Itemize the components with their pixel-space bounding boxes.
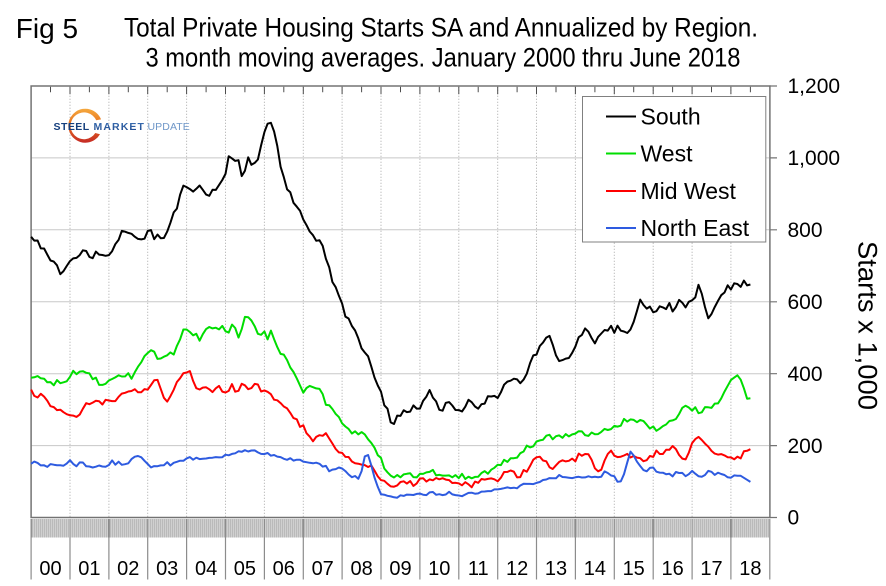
- svg-text:08: 08: [350, 558, 372, 580]
- svg-text:18: 18: [739, 558, 761, 580]
- svg-text:West: West: [641, 141, 694, 167]
- svg-text:13: 13: [545, 558, 567, 580]
- svg-text:14: 14: [584, 558, 606, 580]
- svg-text:200: 200: [788, 435, 823, 458]
- svg-text:Fig 5: Fig 5: [16, 13, 78, 44]
- svg-text:06: 06: [273, 558, 295, 580]
- svg-text:Mid West: Mid West: [641, 178, 737, 204]
- svg-text:1,000: 1,000: [788, 147, 841, 170]
- svg-text:11: 11: [468, 558, 489, 580]
- svg-text:Total Private Housing Starts S: Total Private Housing Starts SA and Annu…: [124, 13, 758, 43]
- svg-text:09: 09: [389, 558, 411, 580]
- svg-text:MARKET: MARKET: [94, 121, 146, 133]
- svg-text:STEEL: STEEL: [54, 121, 90, 133]
- svg-text:00: 00: [39, 558, 61, 580]
- svg-text:10: 10: [428, 558, 450, 580]
- svg-text:600: 600: [788, 291, 823, 314]
- svg-text:1,200: 1,200: [788, 75, 841, 98]
- svg-text:15: 15: [623, 558, 645, 580]
- svg-text:UPDATE: UPDATE: [148, 121, 190, 133]
- svg-text:04: 04: [195, 558, 217, 580]
- svg-text:800: 800: [788, 219, 823, 242]
- svg-text:05: 05: [234, 558, 256, 580]
- svg-text:3 month moving averages. Janua: 3 month moving averages. January 2000 th…: [146, 43, 741, 73]
- svg-text:17: 17: [700, 558, 722, 580]
- svg-text:16: 16: [661, 558, 683, 580]
- svg-text:03: 03: [156, 558, 178, 580]
- svg-text:12: 12: [506, 558, 528, 580]
- svg-text:0: 0: [788, 507, 800, 530]
- svg-text:02: 02: [117, 558, 139, 580]
- svg-text:Starts x 1,000: Starts x 1,000: [853, 241, 883, 410]
- svg-text:400: 400: [788, 363, 823, 386]
- svg-text:01: 01: [78, 558, 100, 580]
- svg-text:07: 07: [312, 558, 334, 580]
- svg-text:North East: North East: [641, 215, 750, 241]
- svg-text:South: South: [641, 104, 701, 130]
